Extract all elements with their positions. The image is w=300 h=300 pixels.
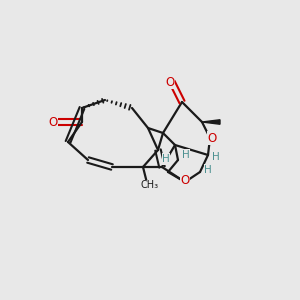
Text: H: H xyxy=(182,150,190,160)
Text: O: O xyxy=(165,76,175,88)
Text: H: H xyxy=(212,152,220,162)
Text: CH₃: CH₃ xyxy=(141,180,159,190)
Text: O: O xyxy=(48,116,58,128)
Text: H: H xyxy=(162,154,170,164)
Text: O: O xyxy=(207,131,217,145)
Text: H: H xyxy=(204,165,212,175)
Text: O: O xyxy=(180,173,190,187)
Polygon shape xyxy=(202,120,220,124)
